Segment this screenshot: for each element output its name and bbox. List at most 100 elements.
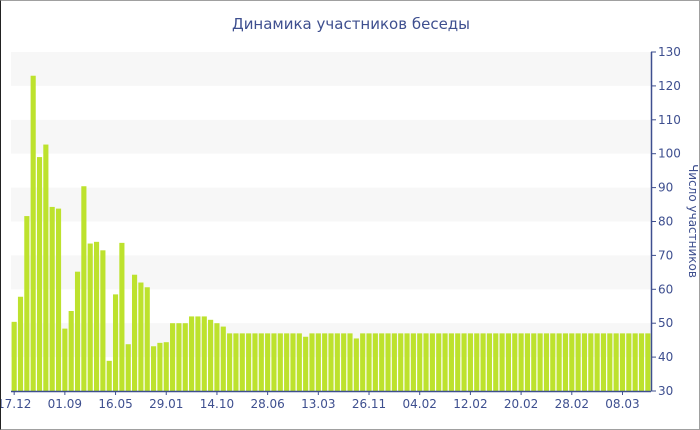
bar (176, 323, 182, 391)
bar (398, 333, 404, 391)
grid-band (11, 52, 651, 86)
bar (252, 333, 258, 391)
bar (404, 333, 410, 391)
bar (588, 333, 594, 391)
x-tick-label: 14.10 (200, 397, 234, 411)
y-tick-label: 110 (658, 113, 681, 127)
bar (55, 208, 62, 391)
bar (62, 328, 68, 391)
x-tick-label: 13.03 (301, 397, 335, 411)
bar (201, 316, 207, 391)
x-tick-label: 17.12 (1, 397, 31, 411)
x-tick-label: 20.02 (504, 397, 538, 411)
bar (385, 333, 391, 391)
bar (119, 242, 125, 391)
bar (518, 333, 524, 391)
bar (594, 333, 600, 391)
chart-title: Динамика участников беседы (232, 15, 470, 33)
x-tick-label: 26.11 (352, 397, 386, 411)
bar (195, 316, 201, 391)
bar (74, 271, 81, 391)
bar (208, 319, 214, 391)
x-tick-label: 08.03 (605, 397, 639, 411)
bar (550, 333, 556, 391)
y-tick-label: 70 (658, 248, 673, 262)
bar (265, 333, 271, 391)
y-tick-label: 100 (658, 147, 681, 161)
y-axis-label: Число участников (686, 164, 699, 278)
y-tick-label: 130 (658, 45, 681, 59)
bar (277, 333, 283, 391)
bar (144, 287, 150, 391)
bar (613, 333, 619, 391)
bar (157, 342, 163, 391)
bar (391, 333, 397, 391)
bar (448, 333, 454, 391)
bar (81, 186, 87, 391)
bar (233, 333, 239, 391)
grid-band (11, 255, 651, 290)
bar (417, 333, 423, 391)
bar (17, 296, 24, 391)
bar (170, 323, 176, 391)
bar (607, 333, 613, 391)
bar (410, 333, 416, 391)
bar (360, 333, 366, 391)
bar (315, 333, 321, 391)
bar (632, 333, 638, 391)
bar (543, 333, 550, 391)
bar (499, 333, 505, 391)
bar (125, 344, 131, 391)
bar (68, 310, 74, 391)
y-tick-label: 90 (658, 181, 673, 195)
y-tick-label: 30 (658, 384, 673, 398)
bar (93, 241, 100, 391)
bar (220, 326, 226, 391)
bar (131, 274, 138, 391)
bar (486, 333, 492, 391)
bar (100, 250, 106, 391)
bar (341, 333, 347, 391)
bar (239, 333, 245, 391)
bar (638, 333, 645, 391)
grid-band (11, 119, 651, 154)
bar (512, 333, 518, 391)
y-tick-label: 60 (658, 282, 673, 296)
y-tick-label: 50 (658, 316, 673, 330)
y-tick-label: 80 (658, 215, 673, 229)
bar (556, 333, 562, 391)
grid-band (11, 187, 651, 222)
bar (442, 333, 448, 391)
bar (581, 333, 588, 391)
bar (284, 333, 290, 391)
bar (569, 333, 575, 391)
bar (87, 243, 93, 391)
bar (334, 333, 340, 391)
bar (379, 333, 385, 391)
bar (30, 75, 36, 391)
bar (626, 333, 632, 391)
x-tick-label: 01.09 (48, 397, 82, 411)
bar (347, 333, 353, 391)
bar (43, 144, 49, 391)
bar (290, 333, 296, 391)
x-tick-label: 28.02 (555, 397, 589, 411)
x-tick-label: 28.06 (250, 397, 284, 411)
bar (436, 333, 442, 391)
bar (138, 282, 144, 391)
bar (619, 333, 626, 391)
bar (461, 333, 467, 391)
bar (151, 346, 157, 391)
x-tick-label: 12.02 (453, 397, 487, 411)
bar (505, 333, 511, 391)
bar (106, 360, 112, 391)
y-tick-label: 120 (658, 79, 681, 93)
bar (429, 333, 435, 391)
bar (246, 333, 252, 391)
bar (531, 333, 537, 391)
bar (36, 157, 43, 391)
bar (423, 333, 429, 391)
y-tick-label: 40 (658, 350, 673, 364)
